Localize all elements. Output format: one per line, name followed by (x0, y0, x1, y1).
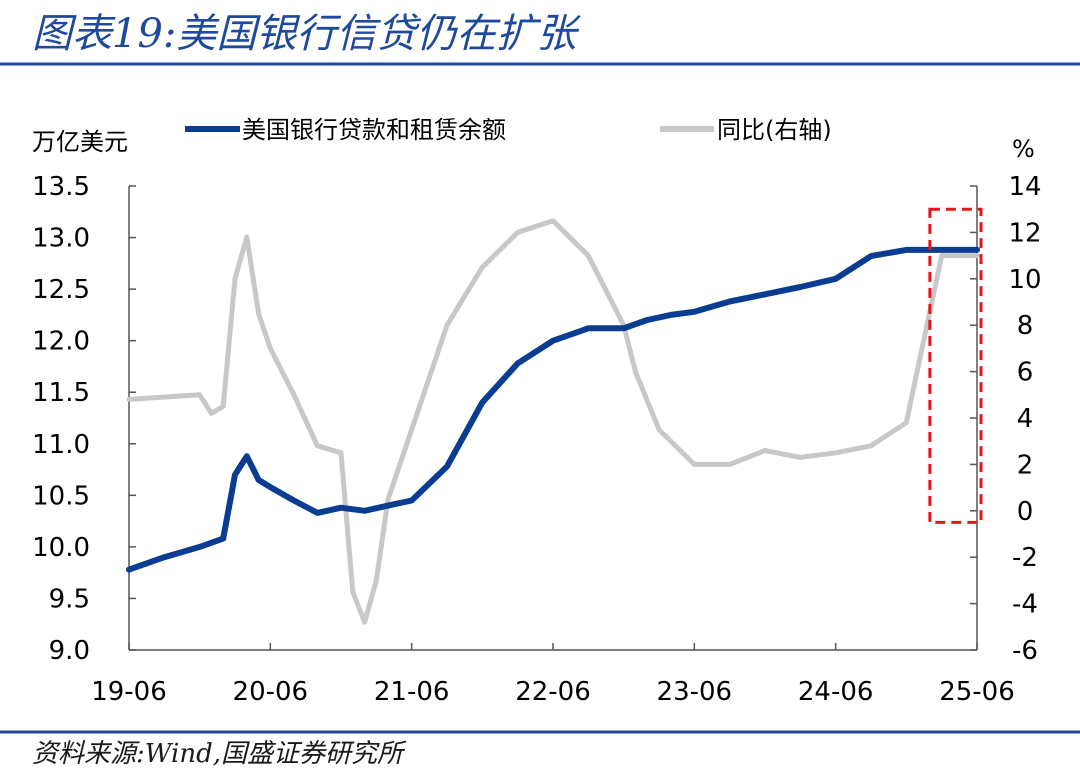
highlight-box (928, 207, 983, 524)
x-tick-label: 23-06 (657, 677, 733, 707)
right-tick-label: 10 (1008, 265, 1041, 295)
left-tick-label: 12.0 (32, 327, 90, 357)
left-axis-label: 万亿美元 (32, 128, 128, 156)
right-tick-label: 2 (1017, 450, 1034, 480)
right-tick-label: -4 (1012, 590, 1038, 620)
left-tick-label: 10.0 (32, 533, 90, 563)
legend-label-yoy: 同比(右轴) (717, 116, 832, 144)
left-tick-label: 9.5 (49, 584, 90, 614)
legend-label-loans: 美国银行贷款和租赁余额 (242, 116, 506, 144)
right-tick-label: -2 (1012, 543, 1038, 573)
x-tick-label: 20-06 (233, 677, 309, 707)
series-loans-layer (126, 246, 980, 573)
series-yoy-layer (126, 218, 980, 625)
x-tick-label: 21-06 (374, 677, 450, 707)
right-tick-label: 0 (1017, 497, 1034, 527)
left-tick-label: 11.0 (32, 430, 90, 460)
series-line-loans (126, 246, 980, 573)
right-tick-label: 6 (1017, 358, 1034, 388)
x-tick-label: 24-06 (798, 677, 874, 707)
left-tick-label: 11.5 (32, 378, 90, 408)
right-tick-label: 4 (1017, 404, 1034, 434)
legend: 美国银行贷款和租赁余额 同比(右轴) (185, 116, 832, 144)
left-tick-label: 13.5 (32, 172, 90, 202)
left-tick-label: 12.5 (32, 275, 90, 305)
left-tick-label: 13.0 (32, 224, 90, 254)
axes: 13.5 13.0 12.5 12.0 11.5 11.0 10.5 10.0 9.5 9.0 14… (32, 172, 1041, 707)
annotation-layer (928, 207, 983, 524)
x-tick-label: 22-06 (515, 677, 591, 707)
series-line-yoy (126, 218, 980, 625)
right-tick-label: 14 (1008, 172, 1041, 202)
right-axis-label: % (1012, 135, 1035, 163)
left-tick-label: 9.0 (49, 636, 90, 666)
source-note: 资料来源:Wind,国盛证券研究所 (32, 739, 407, 769)
chart-title: 图表19:美国银行信贷仍在扩张 (32, 11, 581, 57)
right-tick-label: -6 (1012, 636, 1038, 666)
right-tick-label: 12 (1008, 218, 1041, 248)
x-tick-label: 25-06 (939, 677, 1015, 707)
right-tick-label: 8 (1017, 311, 1034, 341)
left-tick-label: 10.5 (32, 481, 90, 511)
x-tick-label: 19-06 (91, 677, 167, 707)
